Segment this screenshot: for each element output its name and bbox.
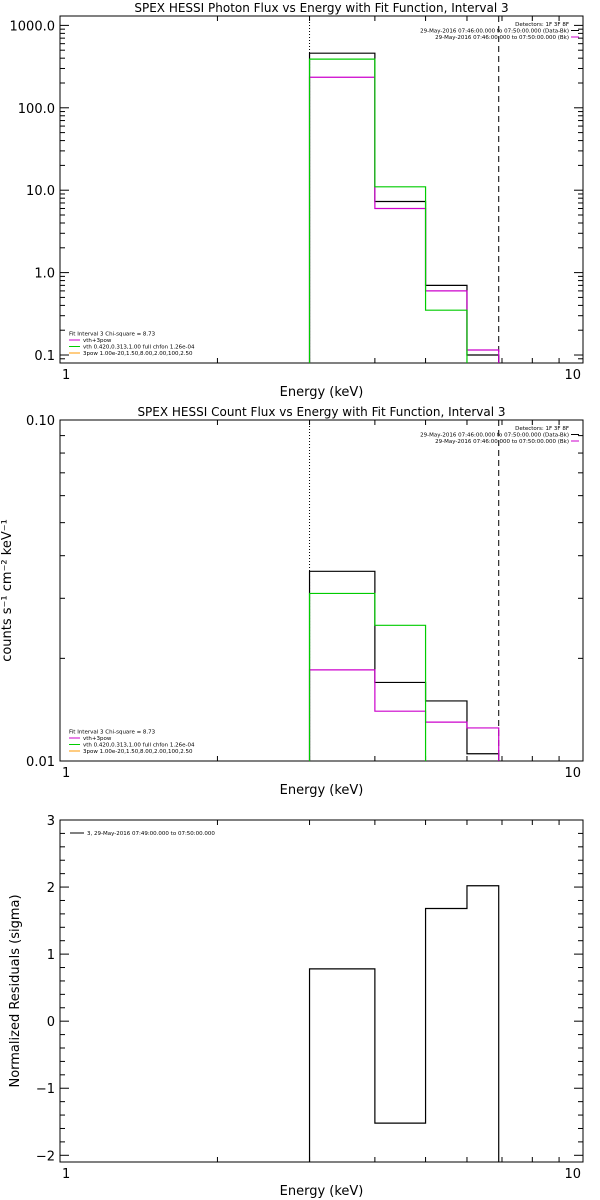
x-tick-label: 10	[564, 1167, 581, 1182]
y-axis-label: Normalized Residuals (sigma)	[8, 894, 23, 1087]
series-1-histogram	[308, 885, 500, 1162]
legend-bottom-text: 3pow 1.00e-20,1.50,8.00,2.00,100,2.50	[83, 351, 193, 357]
legend-top-text: 29-May-2016 07:46:00.000 to 07:50:00.000…	[435, 35, 569, 41]
legend-top-text: 29-May-2016 07:46:00.000 to 07:50:00.000…	[420, 29, 569, 35]
y-tick-label: −2	[36, 1149, 55, 1164]
chart-3: 1 10 Energy (keV) −2 −1 0 1 2 3 Normalized Residu…	[8, 814, 584, 1199]
x-axis-label: Energy (keV)	[280, 1184, 364, 1199]
x-tick-label: 1	[62, 368, 70, 383]
series-3-histogram	[308, 592, 427, 761]
legend-top-text: 29-May-2016 07:46:00.000 to 07:50:00.000…	[435, 439, 569, 445]
y-tick-label: 1	[47, 948, 55, 963]
legend-bottom-text: vth+3pow	[83, 736, 112, 742]
y-tick-label: 100.0	[18, 102, 55, 117]
x-axis-label: Energy (keV)	[280, 385, 364, 400]
legend-bottom-text: vth 0.420,0.313,1.00 full chfon 1.26e-04	[83, 743, 195, 749]
series-1-histogram	[308, 570, 500, 761]
y-tick-label: −1	[36, 1082, 55, 1097]
x-tick-label: 10	[564, 766, 581, 781]
plot-frame	[59, 419, 584, 762]
x-tick-label: 1	[62, 766, 70, 781]
series-2-histogram	[308, 76, 500, 363]
chart-2: SPEX HESSI Count Flux vs Energy with Fit…	[0, 405, 584, 798]
plot-frame	[59, 819, 584, 1163]
y-tick-label: 0.01	[26, 755, 55, 770]
y-tick-label: 0	[47, 1015, 55, 1030]
x-axis-label: Energy (keV)	[280, 783, 364, 798]
y-tick-label: 1.0	[34, 267, 55, 282]
legend-bottom-text: vth+3pow	[83, 338, 112, 344]
legend-top-text: 3, 29-May-2016 07:49:00.000 to 07:50:00.…	[87, 831, 215, 837]
y-tick-label: 1000.0	[10, 19, 56, 34]
y-axis-label: counts s⁻¹ cm⁻² keV⁻¹	[0, 519, 15, 662]
chart-1: SPEX HESSI Photon Flux vs Energy with Fi…	[10, 1, 584, 400]
y-tick-label: 0.1	[34, 349, 55, 364]
legend-top-text: Detectors: 1F 3F 8F	[515, 22, 569, 28]
x-tick-label: 10	[564, 368, 581, 383]
y-tick-label: 0.10	[26, 414, 55, 429]
legend-bottom-text: Fit Interval 3 Chi-square = 8.73	[69, 332, 156, 338]
y-tick-label: 2	[47, 881, 55, 896]
legend-bottom-text: Fit Interval 3 Chi-square = 8.73	[69, 730, 156, 736]
y-tick-label: 10.0	[26, 184, 55, 199]
x-tick-label: 1	[62, 1167, 70, 1182]
legend-bottom-text: 3pow 1.00e-20,1.50,8.00,2.00,100,2.50	[83, 749, 193, 755]
chart-title: SPEX HESSI Count Flux vs Energy with Fit…	[137, 405, 505, 419]
legend-bottom-text: vth 0.420,0.313,1.00 full chfon 1.26e-04	[83, 345, 195, 351]
y-tick-label: 3	[47, 814, 55, 829]
legend-top-text: Detectors: 1F 3F 8F	[515, 426, 569, 432]
series-3-histogram	[308, 58, 468, 363]
plot-frame	[59, 15, 584, 364]
legend-top-text: 29-May-2016 07:46:00.000 to 07:50:00.000…	[420, 433, 569, 439]
chart-title: SPEX HESSI Photon Flux vs Energy with Fi…	[134, 1, 508, 15]
series-2-histogram	[308, 669, 500, 761]
